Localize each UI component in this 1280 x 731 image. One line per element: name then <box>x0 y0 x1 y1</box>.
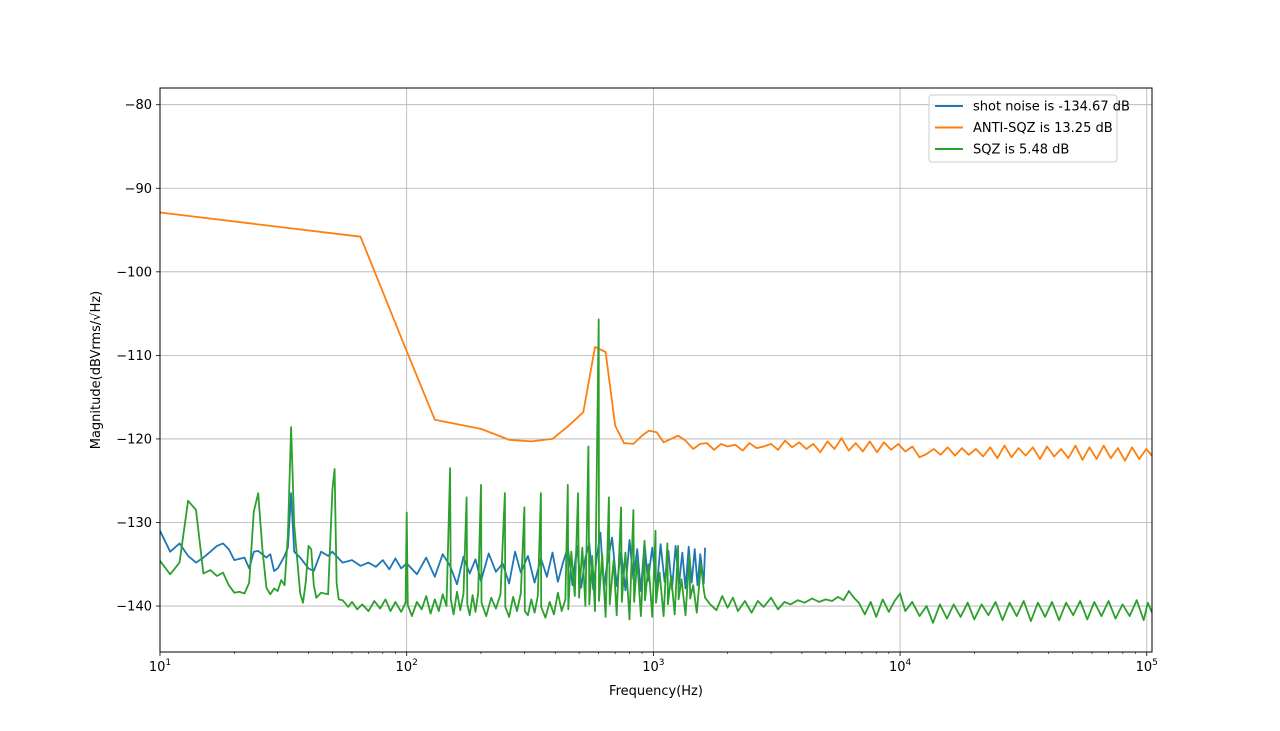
y-tick-label: −110 <box>116 349 152 364</box>
y-tick-label: −80 <box>125 98 152 113</box>
x-tick-label-exponent: 5 <box>1152 658 1158 668</box>
x-tick-label-base: 10 <box>396 660 413 675</box>
series-line-1 <box>160 211 1152 462</box>
x-tick-label-base: 10 <box>889 660 906 675</box>
x-tick-label-exponent: 2 <box>412 658 418 668</box>
x-tick-label-base: 10 <box>642 660 659 675</box>
y-tick-label: −140 <box>116 600 152 615</box>
x-tick-label-base: 10 <box>149 660 166 675</box>
x-tick-label-exponent: 1 <box>165 658 171 668</box>
y-tick-label: −120 <box>116 432 152 447</box>
series-line-2 <box>160 318 1152 624</box>
x-tick-label-base: 10 <box>1136 660 1153 675</box>
legend-label: SQZ is 5.48 dB <box>973 143 1069 158</box>
axes-frame <box>159 87 1153 653</box>
legend-label: ANTI-SQZ is 13.25 dB <box>973 121 1113 136</box>
legend-label: shot noise is -134.67 dB <box>973 100 1130 115</box>
ticks: 101 102 103 104 105−80−90−100−110−120−130−14… <box>116 98 1158 675</box>
y-axis-label: Magnitude(dBVrms/√Hz) <box>89 291 104 450</box>
x-tick-label: 101 <box>149 658 171 675</box>
series-layer <box>160 211 1152 624</box>
legend: shot noise is -134.67 dB ANTI-SQZ is 13.2… <box>928 94 1130 163</box>
x-tick-label: 104 <box>889 658 912 675</box>
x-tick-label: 103 <box>642 658 664 675</box>
x-tick-label-exponent: 3 <box>659 658 665 668</box>
y-tick-label: −100 <box>116 265 152 280</box>
x-axis-label: Frequency(Hz) <box>609 684 703 699</box>
x-tick-label: 102 <box>396 658 418 675</box>
y-tick-label: −130 <box>116 516 152 531</box>
legend-box <box>928 94 1118 163</box>
x-tick-label: 105 <box>1136 658 1158 675</box>
series-line-0 <box>160 492 706 592</box>
grid <box>159 88 1152 652</box>
y-tick-label: −90 <box>125 182 152 197</box>
x-tick-label-exponent: 4 <box>905 658 911 668</box>
